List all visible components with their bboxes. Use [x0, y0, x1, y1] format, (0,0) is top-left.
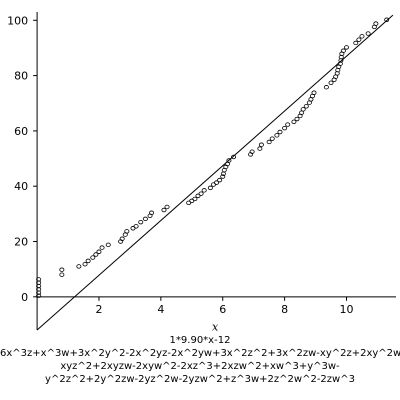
- data-point: [266, 139, 272, 145]
- data-point: [36, 293, 42, 298]
- data-point: [99, 245, 105, 250]
- data-point: [93, 252, 99, 257]
- data-point: [161, 207, 167, 213]
- data-point: [356, 37, 362, 42]
- axes: [33, 12, 396, 330]
- data-point: [192, 196, 198, 202]
- data-point: [343, 45, 349, 50]
- caption-line-1: 1*9.90*x-12: [169, 335, 231, 346]
- data-point: [85, 258, 91, 264]
- y-tick-label: 0: [21, 291, 28, 304]
- data-point: [282, 125, 288, 131]
- x-tick-label: 10: [339, 303, 353, 316]
- x-tick-label: 6: [219, 303, 226, 316]
- x-tick-label: 4: [157, 303, 164, 316]
- data-point: [269, 136, 275, 141]
- data-point: [198, 191, 204, 196]
- data-point: [36, 277, 42, 282]
- data-point: [82, 261, 88, 267]
- data-point: [226, 158, 232, 163]
- data-point: [164, 204, 170, 210]
- data-point: [59, 267, 65, 272]
- data-point: [249, 149, 255, 154]
- caption-line-4: y^2z^2+2y^2zw-2yz^2w-2yzw^2+z^3w+2z^2w^2…: [45, 374, 355, 385]
- data-point: [353, 40, 359, 46]
- data-point: [138, 219, 144, 225]
- x-tick-label: 2: [95, 303, 102, 316]
- data-point: [149, 210, 155, 215]
- data-point: [59, 272, 65, 277]
- data-point: [311, 90, 317, 95]
- data-point: [258, 142, 264, 147]
- data-point: [384, 17, 390, 22]
- data-point: [277, 129, 283, 135]
- y-tick-label: 20: [14, 236, 28, 249]
- data-point: [303, 104, 309, 109]
- y-tick-label: 80: [14, 70, 28, 83]
- data-point: [76, 264, 82, 269]
- data-point: [217, 177, 223, 183]
- y-tick-label: 60: [14, 125, 28, 138]
- data-point: [133, 224, 139, 229]
- data-point: [105, 242, 111, 248]
- data-point: [291, 119, 297, 124]
- data-point: [195, 193, 201, 199]
- data-point: [96, 249, 102, 254]
- data-point: [124, 229, 130, 234]
- data-point: [323, 85, 329, 90]
- data-point: [294, 116, 300, 122]
- data-point: [220, 174, 226, 179]
- x-axis-label: x: [212, 321, 219, 334]
- caption-line-3: xyz^2+2xyzw-2xyw^2-2xz^3+2xzw^2+xw^3+y^3…: [60, 361, 340, 372]
- data-point: [373, 21, 379, 26]
- data-point: [207, 185, 213, 191]
- fit-line-layer: [36, 14, 394, 331]
- data-point: [90, 255, 96, 260]
- data-points: [36, 17, 390, 298]
- y-tick-label: 40: [14, 180, 28, 193]
- fit-line: [36, 14, 394, 331]
- caption-line-2: 6x^3z+x^3w+3x^2y^2-2x^2yz-2x^2yw+3x^2z^2…: [0, 348, 400, 359]
- data-point: [365, 31, 371, 36]
- data-point: [231, 154, 237, 160]
- data-point: [214, 180, 220, 185]
- data-point: [328, 80, 334, 85]
- data-point: [142, 216, 148, 222]
- data-point: [285, 122, 291, 127]
- data-point: [359, 34, 365, 39]
- data-point: [257, 146, 263, 151]
- y-tick-label: 100: [7, 14, 28, 27]
- data-point: [201, 188, 207, 193]
- data-point: [340, 48, 346, 53]
- data-point: [300, 107, 306, 112]
- caption: 1*9.90*x-12 6x^3z+x^3w+3x^2y^2-2x^2yz-2x…: [0, 334, 400, 386]
- data-point: [274, 133, 280, 138]
- data-point: [119, 236, 125, 241]
- x-tick-label: 8: [281, 303, 288, 316]
